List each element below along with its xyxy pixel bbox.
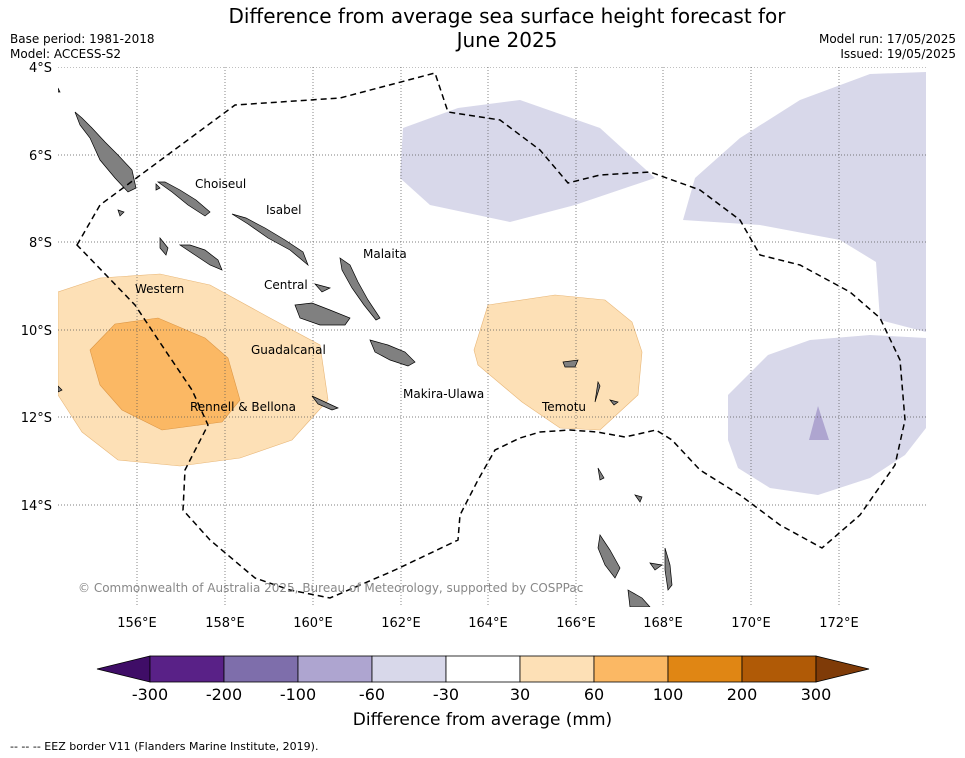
island-makira <box>369 339 416 367</box>
lon-label: 172°E <box>819 616 859 631</box>
lon-label: 170°E <box>731 616 771 631</box>
colorbar-segment <box>445 655 521 683</box>
anomaly-negative-core <box>809 406 829 440</box>
colorbar-segment <box>149 655 225 683</box>
graticule <box>58 67 926 607</box>
lat-label: 8°S <box>29 236 52 251</box>
island-small <box>58 385 63 393</box>
region-label-western: Western <box>135 282 184 296</box>
eez-footnote: -- -- -- EEZ border V11 (Flanders Marine… <box>10 740 319 753</box>
anomaly-positive-core <box>89 317 241 431</box>
island-small <box>594 380 601 403</box>
eez-border <box>76 72 906 599</box>
island-choiseul <box>156 181 211 217</box>
lon-label: 158°E <box>205 616 245 631</box>
island-small <box>609 399 619 406</box>
colorbar-tick: 60 <box>584 685 604 704</box>
land-islands <box>58 87 673 607</box>
island-small <box>597 467 605 481</box>
region-label-rennell-bellona: Rennell & Bellona <box>190 400 296 414</box>
colorbar-segment <box>371 655 447 683</box>
island-malaita <box>339 257 381 321</box>
colorbar-tick: 30 <box>510 685 530 704</box>
region-label-choiseul: Choiseul <box>195 177 246 191</box>
lat-label: 10°S <box>21 324 52 339</box>
colorbar-tick: 300 <box>801 685 832 704</box>
map-plot-area <box>58 67 926 607</box>
lon-label: 156°E <box>117 616 157 631</box>
colorbar-label: Difference from average (mm) <box>352 710 613 730</box>
meta-right: Model run: 17/05/2025 Issued: 19/05/2025 <box>819 32 956 62</box>
island-small <box>664 547 673 591</box>
island-florida <box>313 283 331 293</box>
island-rennell <box>311 395 339 411</box>
island-bougainville <box>74 111 137 193</box>
colorbar-segment <box>593 655 669 683</box>
colorbar-tick: 100 <box>653 685 684 704</box>
anomaly-positive-area <box>473 294 643 431</box>
colorbar-tick: 200 <box>727 685 758 704</box>
model-run: Model run: 17/05/2025 <box>818 32 956 46</box>
lon-label: 166°E <box>556 616 596 631</box>
region-label-central: Central <box>264 278 308 292</box>
map-title: Difference from average sea surface heig… <box>0 4 965 52</box>
colorbar-extend-low <box>96 655 151 683</box>
island-small <box>117 209 125 217</box>
region-label-makira-ulawa: Makira-Ulawa <box>403 387 484 401</box>
island-espiritu <box>627 589 651 607</box>
region-label-isabel: Isabel <box>266 203 301 217</box>
colorbar-tick: -30 <box>433 685 459 704</box>
colorbar-extend-high <box>815 655 870 683</box>
meta-left: Base period: 1981-2018 Model: ACCESS-S2 <box>10 32 155 62</box>
lon-label: 162°E <box>381 616 421 631</box>
colorbar-tick: -300 <box>132 685 168 704</box>
title-line-2: June 2025 <box>456 28 558 52</box>
island-small <box>58 87 61 93</box>
colorbar-tick: -60 <box>359 685 385 704</box>
island-santa-cruz <box>562 359 579 368</box>
island-new-georgia <box>178 244 223 271</box>
model-name: Model: ACCESS-S2 <box>10 47 122 61</box>
colorbar-segment <box>519 655 595 683</box>
island-isabel <box>231 213 309 267</box>
island-small <box>155 183 161 191</box>
title-line-1: Difference from average sea surface heig… <box>228 4 786 28</box>
island-vanua-lava <box>597 534 621 579</box>
lat-label: 12°S <box>21 411 52 426</box>
issued-date: Issued: 19/05/2025 <box>840 47 956 61</box>
lon-label: 160°E <box>293 616 333 631</box>
lon-label: 164°E <box>468 616 508 631</box>
island-vella <box>159 237 169 256</box>
lat-label: 4°S <box>29 61 52 76</box>
region-label-guadalcanal: Guadalcanal <box>251 343 326 357</box>
copyright-credit: © Commonwealth of Australia 2025, Bureau… <box>78 581 584 595</box>
island-guadalcanal <box>294 302 351 326</box>
island-small <box>649 562 663 571</box>
anomaly-negative-area <box>728 335 926 495</box>
colorbar-segment <box>741 655 817 683</box>
anomaly-negative-area <box>683 72 926 332</box>
region-label-malaita: Malaita <box>363 247 407 261</box>
lon-label: 168°E <box>643 616 683 631</box>
colorbar <box>96 655 870 683</box>
island-small <box>634 494 643 503</box>
lat-label: 14°S <box>21 499 52 514</box>
colorbar-segment <box>667 655 743 683</box>
lat-label: 6°S <box>29 149 52 164</box>
colorbar-tick: -100 <box>280 685 316 704</box>
region-label-temotu: Temotu <box>541 400 586 414</box>
colorbar-segment <box>297 655 373 683</box>
anomaly-negative-area <box>400 100 655 222</box>
base-period: Base period: 1981-2018 <box>10 32 155 46</box>
colorbar-segment <box>223 655 299 683</box>
colorbar-tick: -200 <box>206 685 242 704</box>
